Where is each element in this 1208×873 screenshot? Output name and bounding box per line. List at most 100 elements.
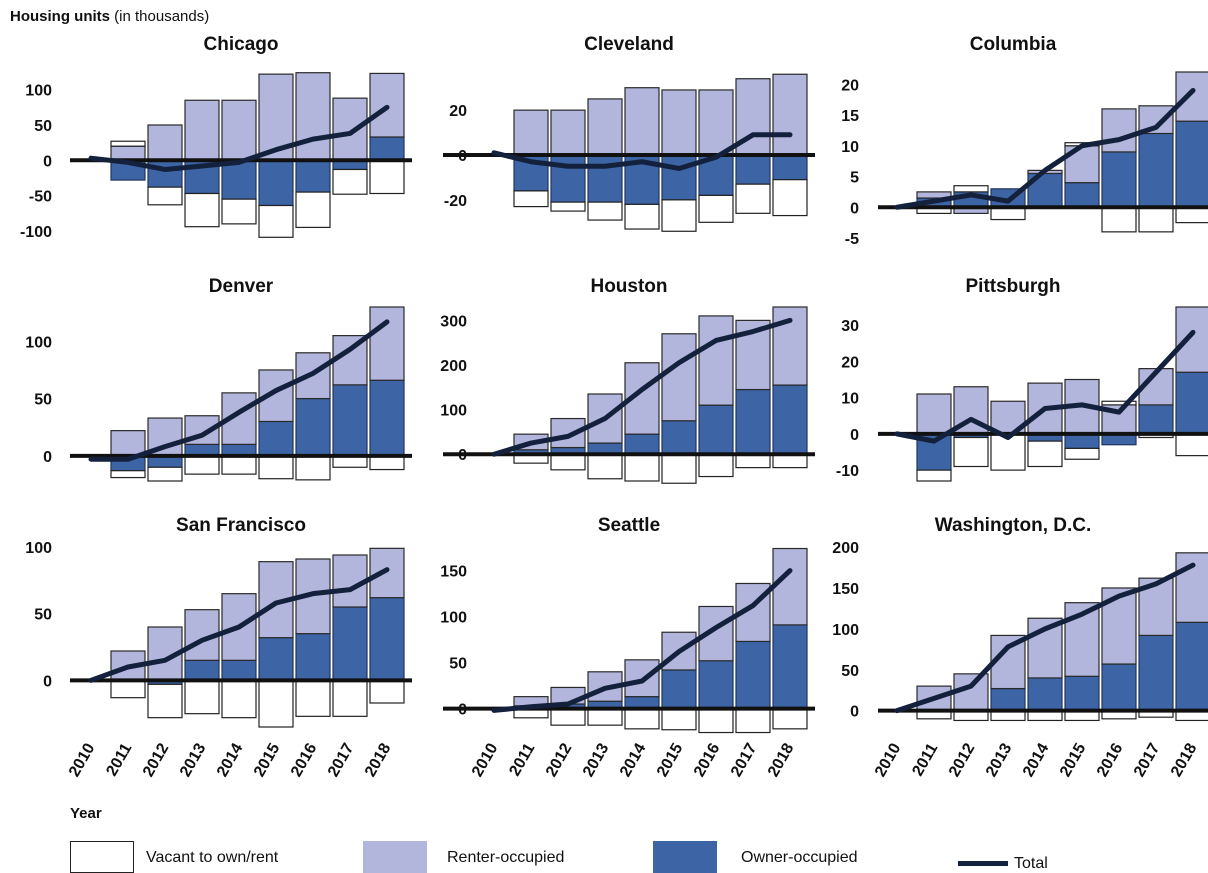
panel-title-washington-d-c: Washington, D.C.: [935, 515, 1092, 536]
bar-vacant-san-francisco-2017: [332, 679, 368, 717]
x-tick-label-seattle-2014: 2014: [617, 740, 650, 779]
bar-vacant-denver-2014: [221, 455, 257, 475]
bar-owner-houston-2016: [698, 404, 734, 455]
bar-owner-san-francisco-2016: [295, 633, 331, 681]
total-line-seattle: [491, 568, 793, 713]
y-tick-label-columbia-5: 5: [850, 170, 859, 187]
total-line-houston: [491, 317, 793, 457]
y-tick-label-columbia-10: 10: [841, 139, 859, 156]
x-tick-label-washington-d-c-2012: 2012: [946, 740, 979, 779]
bar-owner-denver-2017: [332, 384, 368, 457]
y-tick-label-columbia-15: 15: [841, 108, 859, 125]
bar-vacant-san-francisco-2015: [258, 679, 294, 728]
bar-owner-chicago-2012: [147, 159, 183, 188]
bar-owner-houston-2014: [624, 433, 660, 455]
bar-vacant-seattle-2013: [587, 707, 623, 726]
bar-vacant-cleveland-2013: [587, 201, 623, 221]
bar-owner-denver-2018: [369, 379, 405, 457]
x-tick-label-san-francisco-2016: 2016: [288, 740, 321, 779]
bar-owner-seattle-2016: [698, 660, 734, 710]
legend-swatch-renter: [363, 841, 427, 873]
bar-renter-pittsburgh-2011: [916, 393, 952, 435]
bar-vacant-denver-2013: [184, 455, 220, 475]
x-tick-label-san-francisco-2013: 2013: [177, 740, 210, 779]
x-tick-label-san-francisco-2018: 2018: [362, 740, 395, 779]
bar-vacant-cleveland-2017: [735, 183, 771, 214]
bar-owner-seattle-2018: [772, 624, 808, 710]
bar-vacant-columbia-2017: [1138, 206, 1174, 233]
bar-owner-pittsburgh-2015: [1064, 433, 1100, 449]
legend-swatch-owner: [653, 841, 717, 873]
bar-vacant-denver-2012: [147, 466, 183, 482]
bar-renter-cleveland-2011: [513, 109, 549, 156]
bar-vacant-cleveland-2012: [550, 201, 586, 212]
bar-vacant-houston-2017: [735, 453, 771, 469]
bar-vacant-houston-2018: [772, 453, 808, 469]
x-axis-title: Year: [70, 805, 102, 822]
y-tick-label-columbia-20: 20: [841, 77, 859, 94]
bar-vacant-chicago-2013: [184, 192, 220, 228]
bar-renter-houston-2015: [661, 333, 697, 422]
panel-washington-d-c: Washington, D.C. 0 50 100 150 200 2010 2011 2012…: [832, 515, 1208, 780]
y-tick-label-chicago-neg50: -50: [29, 189, 52, 206]
total-line-san-francisco: [88, 567, 390, 683]
bar-vacant-pittsburgh-2018: [1175, 433, 1208, 457]
bar-renter-pittsburgh-2013: [990, 400, 1026, 435]
bar-owner-houston-2017: [735, 388, 771, 455]
bar-vacant-denver-2016: [295, 455, 331, 481]
legend-label-renter: Renter-occupied: [447, 849, 565, 866]
bar-owner-pittsburgh-2017: [1138, 404, 1174, 435]
bar-vacant-pittsburgh-2016: [1101, 400, 1137, 406]
x-tick-label-seattle-2012: 2012: [543, 740, 576, 779]
y-tick-label-pittsburgh-30: 30: [841, 318, 859, 335]
panel-title-cleveland: Cleveland: [584, 34, 674, 55]
bar-vacant-seattle-2018: [772, 707, 808, 730]
total-line-pittsburgh: [894, 329, 1196, 444]
bar-owner-cleveland-2013: [587, 154, 623, 203]
bar-renter-columbia-2016: [1101, 108, 1137, 153]
total-line-cleveland: [491, 132, 793, 171]
y-tick-label-chicago-0: 0: [43, 153, 52, 170]
y-tick-label-pittsburgh-10: 10: [841, 391, 859, 408]
y-tick-label-seattle-50: 50: [449, 656, 467, 673]
y-tick-label-chicago-100: 100: [25, 83, 52, 100]
bar-vacant-chicago-2016: [295, 191, 331, 229]
bar-vacant-pittsburgh-2015: [1064, 447, 1100, 460]
x-tick-label-san-francisco-2015: 2015: [251, 740, 284, 779]
bar-owner-columbia-2018: [1175, 120, 1208, 208]
bar-owner-san-francisco-2014: [221, 659, 257, 681]
bar-owner-houston-2015: [661, 420, 697, 455]
y-tick-label-denver-50: 50: [34, 392, 52, 409]
y-tick-label-chicago-neg100: -100: [20, 224, 52, 241]
bar-owner-columbia-2017: [1138, 132, 1174, 208]
total-line-denver: [88, 319, 390, 462]
y-tick-label-pittsburgh-20: 20: [841, 354, 859, 371]
bar-renter-cleveland-2016: [698, 89, 734, 156]
bar-vacant-chicago-2012: [147, 186, 183, 206]
bar-owner-seattle-2017: [735, 640, 771, 710]
total-line-washington-d-c: [894, 562, 1196, 714]
panel-title-seattle: Seattle: [598, 515, 660, 536]
y-axis-title-rest: (in thousands): [110, 8, 210, 25]
bar-vacant-san-francisco-2011: [110, 679, 146, 699]
bar-renter-cleveland-2014: [624, 87, 660, 156]
bar-renter-seattle-2018: [772, 547, 808, 626]
bar-owner-washington-d-c-2017: [1138, 634, 1174, 712]
x-tick-label-washington-d-c-2013: 2013: [983, 740, 1016, 779]
bar-renter-denver-2018: [369, 306, 405, 381]
x-tick-label-washington-d-c-2014: 2014: [1020, 740, 1053, 779]
bar-vacant-cleveland-2011: [513, 190, 549, 208]
bar-renter-cleveland-2018: [772, 73, 808, 156]
total-line-chicago: [88, 104, 390, 172]
x-tick-label-san-francisco-2017: 2017: [325, 740, 358, 779]
panel-title-chicago: Chicago: [204, 34, 279, 55]
x-tick-label-san-francisco-2010: 2010: [66, 740, 99, 779]
y-tick-label-san-francisco-100: 100: [25, 540, 52, 557]
bar-owner-san-francisco-2017: [332, 606, 368, 681]
bar-owner-chicago-2015: [258, 159, 294, 207]
x-tick-label-washington-d-c-2017: 2017: [1131, 740, 1164, 779]
y-tick-label-houston-300: 300: [440, 313, 467, 330]
y-tick-label-columbia-0: 0: [850, 200, 859, 217]
bar-owner-washington-d-c-2014: [1027, 677, 1063, 712]
